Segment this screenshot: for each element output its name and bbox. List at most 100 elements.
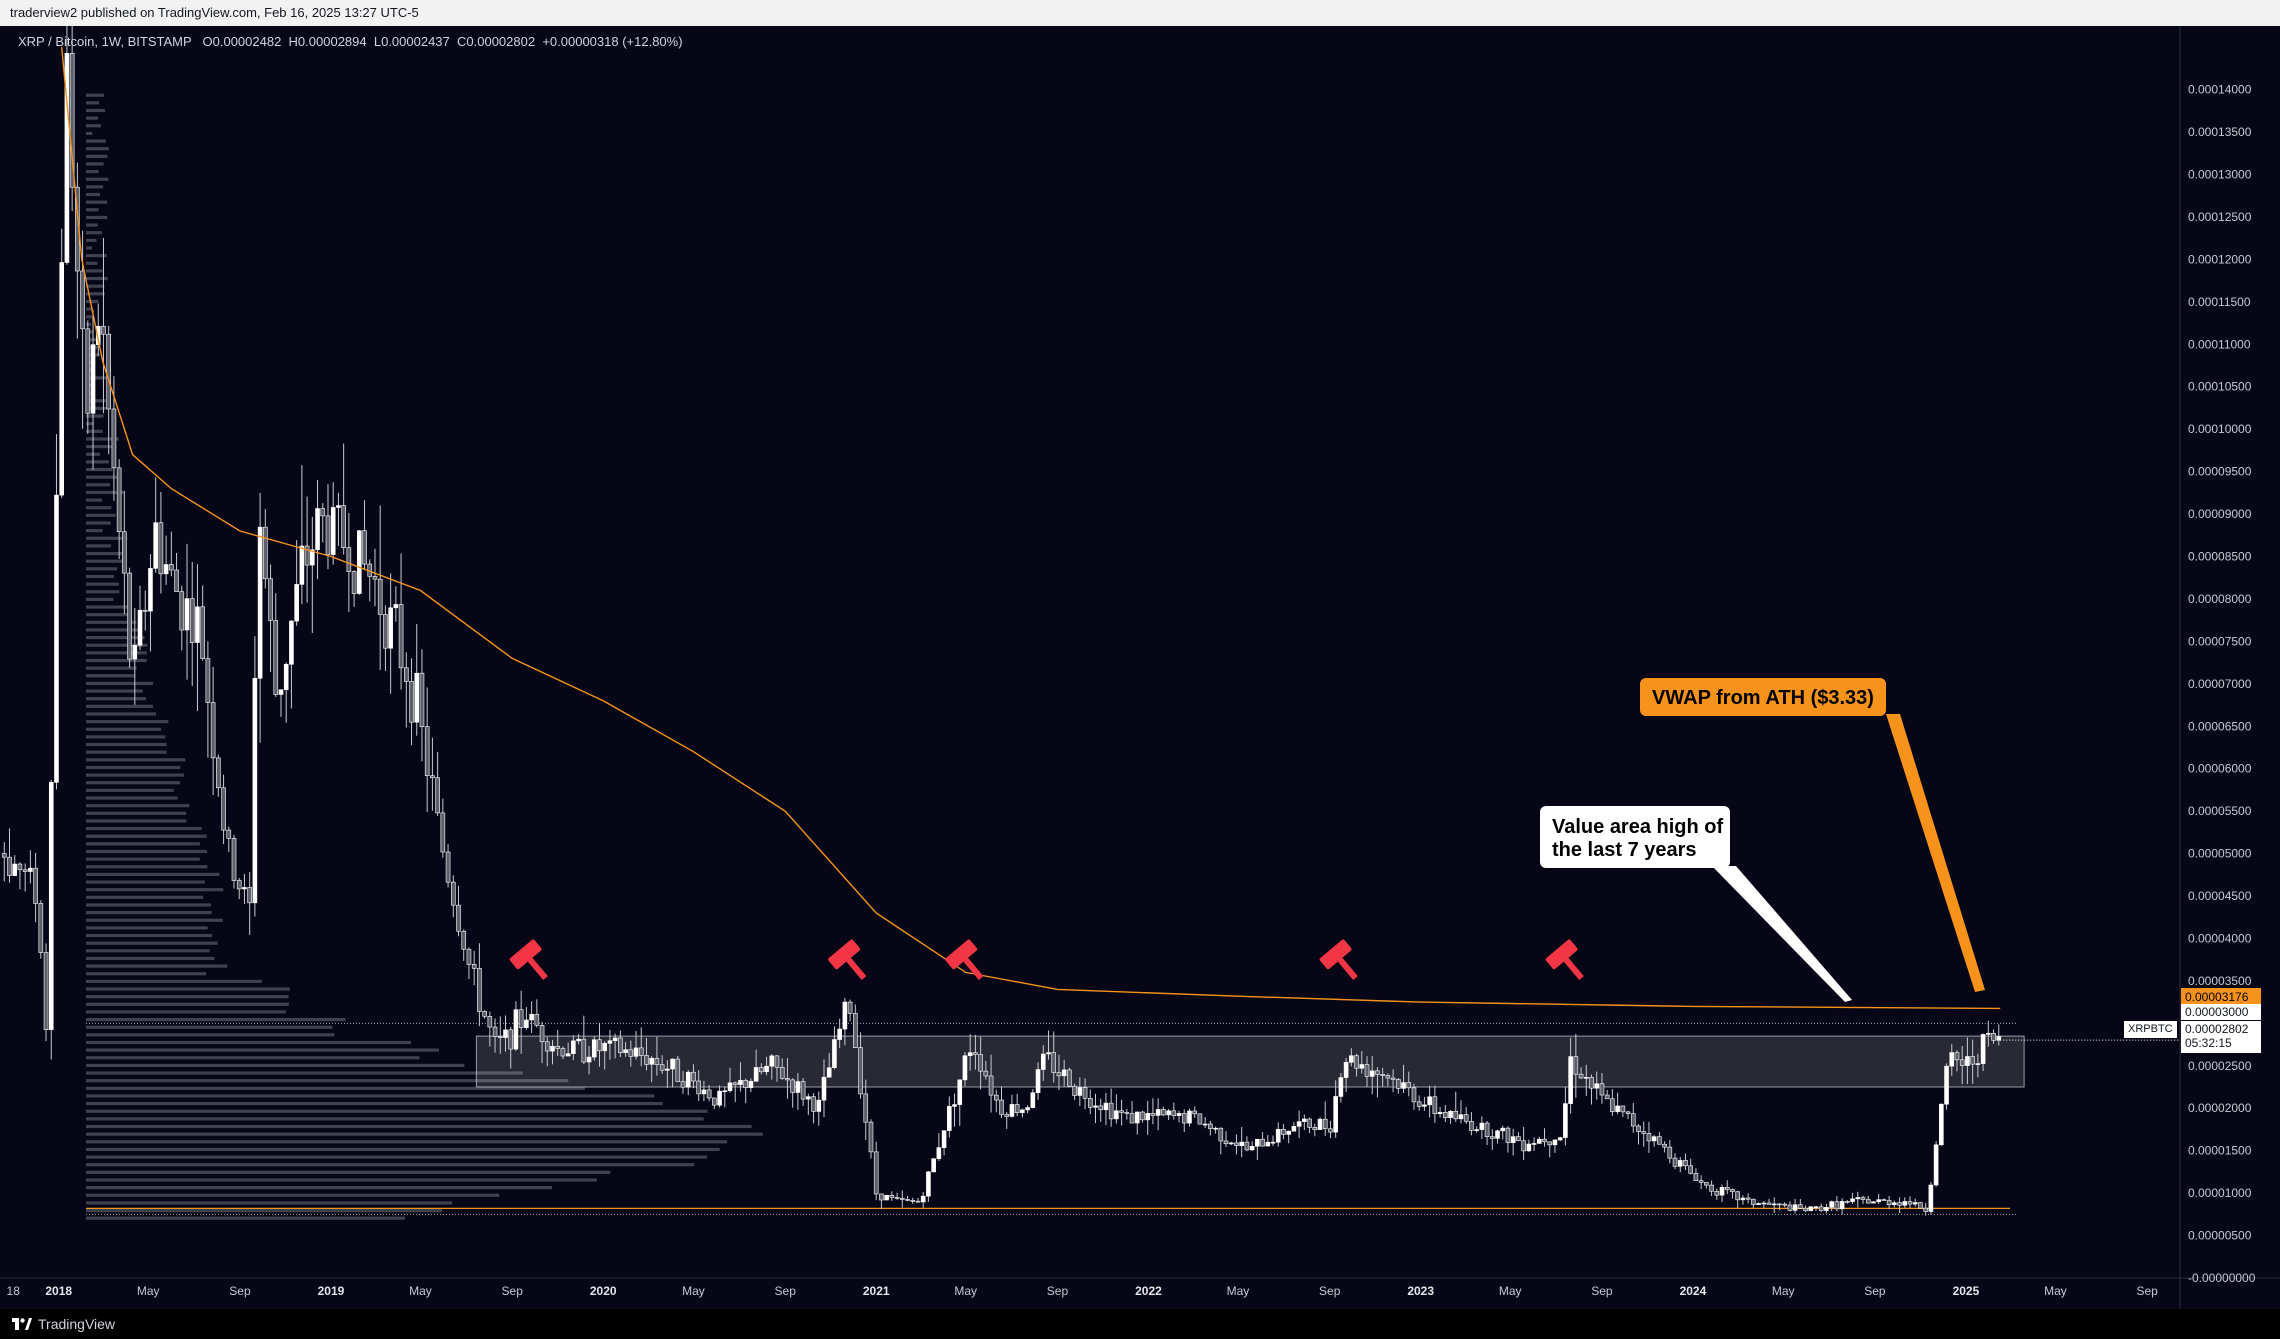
candle-body [1025, 1107, 1030, 1111]
volume-profile-bar [86, 819, 187, 823]
candle-body [471, 964, 477, 969]
candle-body [1124, 1112, 1130, 1114]
candle-body [1432, 1096, 1438, 1115]
legend-interval[interactable]: 1W [101, 34, 121, 49]
volume-profile-bar [86, 1010, 286, 1014]
candle-body [1777, 1203, 1782, 1206]
candle-body [978, 1054, 983, 1072]
candle-body [591, 1039, 597, 1058]
volume-profile-bar [86, 834, 207, 838]
candle-body [863, 1093, 869, 1123]
candle-body [748, 1080, 754, 1088]
candle-body [612, 1037, 618, 1042]
candle-body [524, 1019, 529, 1028]
legend-symbol[interactable]: XRP / Bitcoin [18, 34, 95, 49]
candle-body [654, 1057, 660, 1065]
value-area-callout-line1: Value area high of [1552, 816, 1724, 838]
price-tick-label: 0.00011000 [2188, 337, 2251, 351]
candle-body [1542, 1138, 1547, 1143]
candle-body [1307, 1118, 1312, 1128]
volume-profile-bar [86, 1002, 289, 1006]
price-tick-label: 0.00003500 [2188, 974, 2252, 988]
candle-body [1260, 1138, 1265, 1147]
time-axis[interactable]: 18 2018 May Sep 2019 May Sep 2020 May Sep 2021 May S… [7, 1284, 2159, 1298]
candle-body [1756, 1203, 1761, 1205]
candle-body [231, 838, 237, 881]
candle-body [900, 1197, 905, 1200]
candle-body [539, 1025, 545, 1043]
candle-body [581, 1038, 587, 1063]
candle-body [1871, 1201, 1876, 1204]
candle-body [1004, 1114, 1010, 1117]
volume-profile-bar [86, 307, 93, 311]
volume-profile-bar [86, 338, 97, 342]
candle-body [920, 1195, 926, 1203]
volume-profile-bar [86, 1017, 346, 1022]
candle-body [1302, 1118, 1307, 1122]
price-tick-label: 0.00002500 [2188, 1059, 2252, 1073]
candle-body [1646, 1133, 1652, 1142]
candle-body [1427, 1096, 1432, 1106]
candle-body [1208, 1123, 1213, 1129]
time-tick-label: Sep [1047, 1284, 1069, 1298]
candle-body [388, 607, 393, 649]
volume-profile-bar [86, 1147, 720, 1152]
volume-profile-bar [86, 1033, 335, 1037]
volume-profile-bar [86, 1178, 597, 1182]
volume-profile-bar [86, 483, 111, 487]
candle-body [1422, 1104, 1427, 1107]
hammer-icon [1319, 939, 1358, 981]
price-tick-label: 0.00004000 [2188, 931, 2252, 945]
candle-body [1620, 1105, 1626, 1113]
candle-body [1693, 1173, 1699, 1182]
candle-body [1176, 1113, 1182, 1116]
candle-body [1907, 1201, 1913, 1205]
volume-profile-bar [86, 964, 228, 968]
candle-body [675, 1058, 681, 1082]
time-tick-label: Sep [502, 1284, 524, 1298]
volume-profile-bar [86, 269, 103, 273]
publish-header: traderview2 published on TradingView.com… [0, 0, 2280, 26]
volume-profile-bar [86, 1170, 611, 1174]
candle-body [1604, 1094, 1610, 1100]
candle-body [1234, 1142, 1239, 1146]
candle-body [1510, 1136, 1516, 1144]
volume-profile-bar [86, 551, 124, 556]
volume-profile-bar [86, 1201, 453, 1205]
candle-body [1077, 1087, 1083, 1096]
tradingview-logo[interactable]: TradingView [12, 1309, 115, 1339]
candle-body [774, 1055, 780, 1068]
volume-profile-bar [86, 880, 205, 884]
legend-high: H0.00002894 [288, 34, 367, 49]
candle-body [330, 507, 336, 555]
candle-body [95, 325, 101, 345]
candle-body [670, 1058, 675, 1070]
candle-body [252, 678, 258, 904]
volume-profile-bar [86, 895, 204, 899]
candle-body [1171, 1110, 1177, 1116]
candle-body [1724, 1187, 1730, 1190]
candle-body [1568, 1056, 1573, 1104]
volume-profile-bar [86, 635, 145, 640]
hammer-icon [828, 939, 867, 981]
candle-body [263, 526, 268, 580]
candle-body [409, 681, 414, 723]
candle-body [952, 1104, 957, 1107]
candle-body [132, 645, 138, 660]
candle-body [1594, 1083, 1600, 1089]
candle-body [759, 1067, 764, 1073]
time-tick-label: 2024 [1680, 1284, 1707, 1298]
candle-body [116, 467, 122, 533]
candle-body [7, 856, 12, 876]
price-tick-label: 0.00005000 [2188, 847, 2252, 861]
price-axis[interactable]: 0.00014000 0.00013500 0.00013000 0.00012500… [2188, 83, 2256, 1285]
volume-profile-bar [86, 131, 93, 135]
candle-body [1098, 1105, 1104, 1111]
volume-profile-bar [86, 414, 104, 418]
candle-body [22, 869, 28, 872]
candle-body [1166, 1110, 1171, 1116]
candle-body [941, 1130, 947, 1148]
candle-body [1, 853, 7, 858]
symbol-legend[interactable]: XRP / Bitcoin, 1W, BITSTAMP O0.00002482 … [18, 34, 683, 49]
